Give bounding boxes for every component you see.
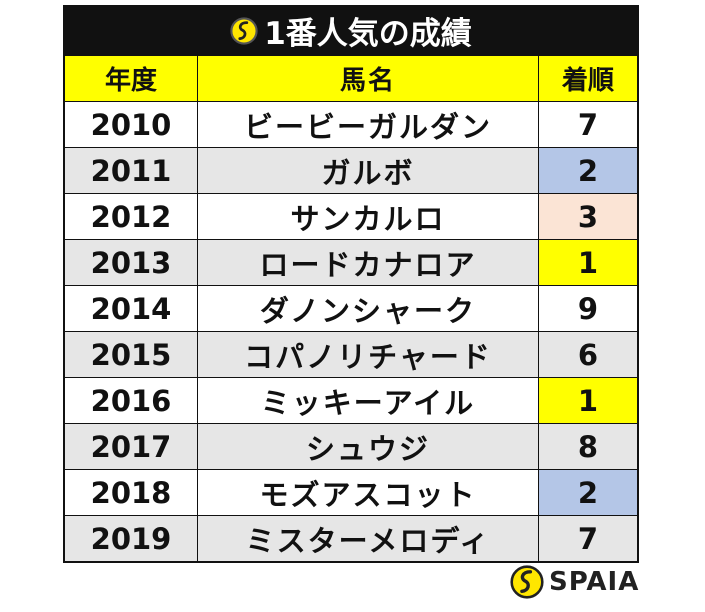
table-row: 2016 ミッキーアイル 1 — [65, 377, 637, 423]
place-cell: 3 — [539, 194, 637, 239]
table-row: 2018 モズアスコット 2 — [65, 469, 637, 515]
horse-name-cell: ガルボ — [198, 148, 539, 193]
horse-name-cell: シュウジ — [198, 424, 539, 469]
table-row: 2019 ミスターメロディ 7 — [65, 515, 637, 561]
horse-name-cell: ロードカナロア — [198, 240, 539, 285]
place-cell: 7 — [539, 102, 637, 147]
table-title-bar: 1番人気の成績 — [65, 7, 637, 55]
horse-name-cell: サンカルロ — [198, 194, 539, 239]
place-cell: 9 — [539, 286, 637, 331]
horse-name-cell: ミスターメロディ — [198, 516, 539, 561]
table-row: 2012 サンカルロ 3 — [65, 193, 637, 239]
horse-name-cell: モズアスコット — [198, 470, 539, 515]
year-cell: 2011 — [65, 148, 198, 193]
header-row: 年度 馬名 着順 — [65, 55, 637, 101]
spaia-logo-icon — [510, 565, 544, 599]
year-cell: 2018 — [65, 470, 198, 515]
year-cell: 2014 — [65, 286, 198, 331]
column-header-year: 年度 — [65, 56, 198, 101]
year-cell: 2017 — [65, 424, 198, 469]
place-cell: 7 — [539, 516, 637, 561]
place-cell: 6 — [539, 332, 637, 377]
table-title: 1番人気の成績 — [264, 16, 472, 52]
place-cell: 2 — [539, 470, 637, 515]
column-header-horse: 馬名 — [198, 56, 539, 101]
table-row: 2013 ロードカナロア 1 — [65, 239, 637, 285]
table-row: 2014 ダノンシャーク 9 — [65, 285, 637, 331]
place-cell: 1 — [539, 378, 637, 423]
year-cell: 2019 — [65, 516, 198, 561]
column-header-place: 着順 — [561, 66, 614, 96]
table-row: 2011 ガルボ 2 — [65, 147, 637, 193]
table-row: 2015 コパノリチャード 6 — [65, 331, 637, 377]
horse-name-cell: ビービーガルダン — [198, 102, 539, 147]
brand-name: SPAIA — [549, 567, 640, 597]
year-cell: 2016 — [65, 378, 198, 423]
horse-name-cell: コパノリチャード — [198, 332, 539, 377]
place-cell: 8 — [539, 424, 637, 469]
results-table: 1番人気の成績 年度 馬名 着順 2010 ビービーガルダン 7 2011 ガルボ 2 20… — [63, 5, 639, 563]
brand-footer: SPAIA — [510, 565, 639, 599]
horse-name-cell: ダノンシャーク — [198, 286, 539, 331]
year-cell: 2015 — [65, 332, 198, 377]
year-cell: 2013 — [65, 240, 198, 285]
year-cell: 2010 — [65, 102, 198, 147]
spaia-logo-icon — [230, 16, 258, 45]
table-row: 2017 シュウジ 8 — [65, 423, 637, 469]
table-row: 2010 ビービーガルダン 7 — [65, 101, 637, 147]
horse-name-cell: ミッキーアイル — [198, 378, 539, 423]
place-cell: 2 — [539, 148, 637, 193]
year-cell: 2012 — [65, 194, 198, 239]
place-cell: 1 — [539, 240, 637, 285]
